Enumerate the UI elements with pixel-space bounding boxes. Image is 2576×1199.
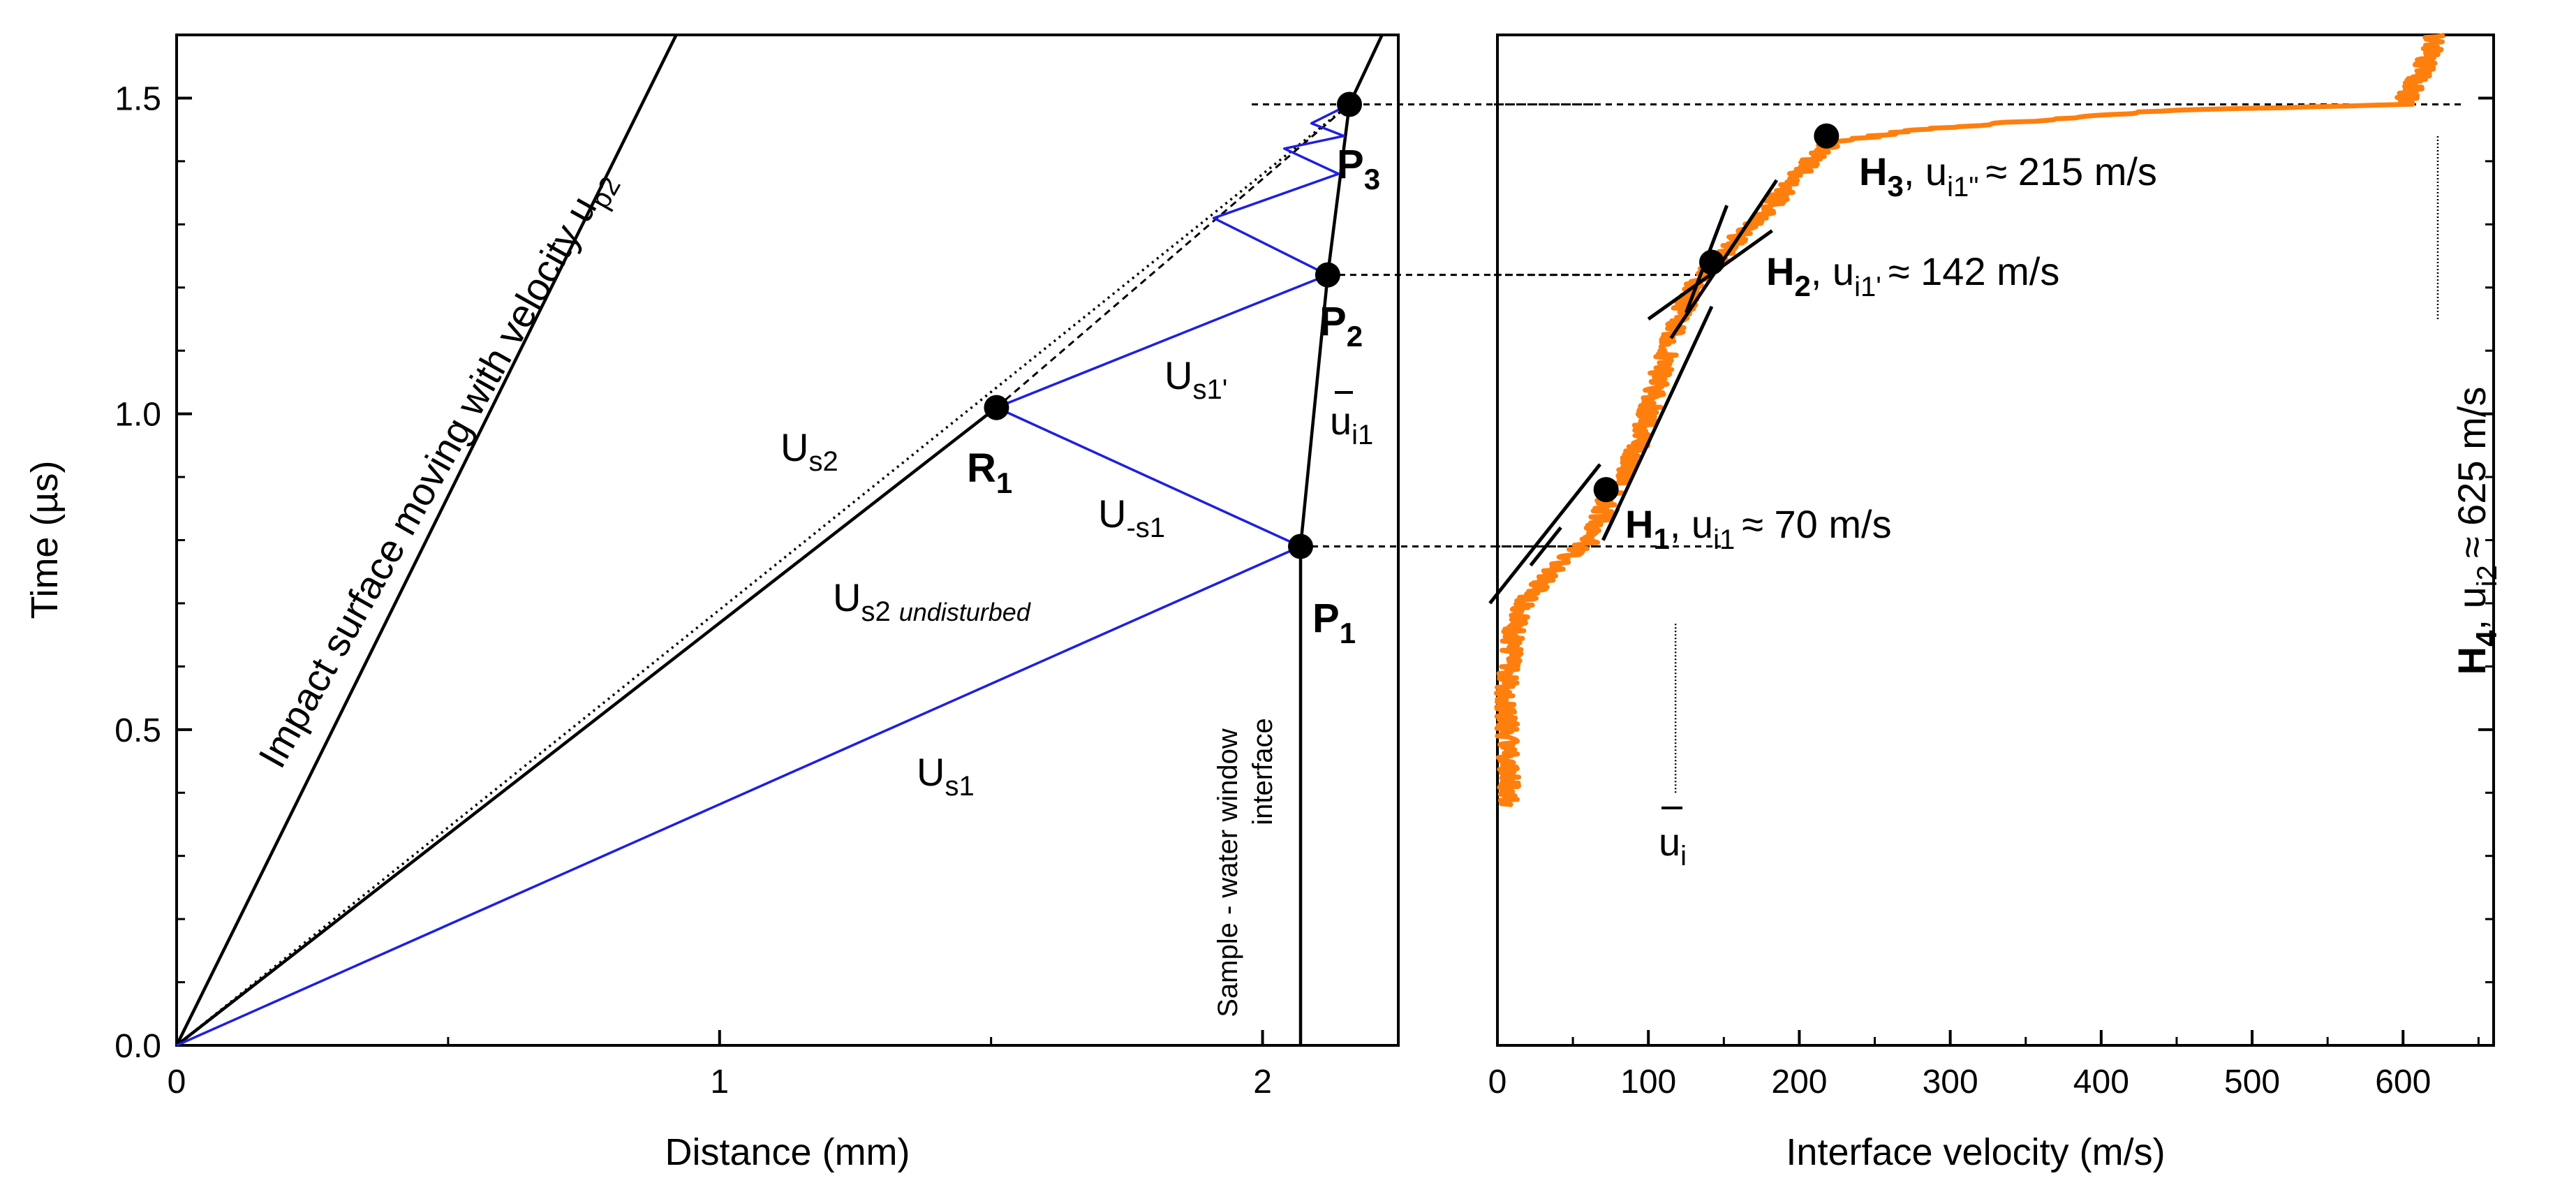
marker-h1 [1593, 477, 1619, 503]
series-line [175, 34, 678, 1046]
us1-label: Us1 [917, 750, 975, 802]
left-y-axis-title: Time (µs) [24, 460, 66, 619]
series-line [995, 274, 1328, 409]
us2-undisturbed-label: Us2 undisturbed [833, 575, 1031, 627]
right-x-tick-label: 100 [1620, 1064, 1676, 1101]
mean-ui-text: ui [1659, 820, 1687, 871]
tangent-fit-line [1488, 463, 1601, 605]
left-y-tick-label: 0.5 [114, 712, 161, 749]
right-x-tick-label: 500 [2224, 1064, 2280, 1101]
right-x-tick-label: 400 [2073, 1064, 2129, 1101]
left-plot-points [984, 91, 1362, 559]
series-line [995, 406, 1301, 548]
distance-time-panel: 0 1 20.00.51.01.5 Distance (mm) Time (µs) … [24, 34, 1599, 1173]
right-plot-series [1488, 32, 2464, 808]
mean-ui1-label: ui1 [1330, 391, 1373, 450]
left-x-tick-label: 2 [1253, 1064, 1272, 1101]
marker-h3 [1814, 123, 1840, 149]
marker-h2 [1699, 249, 1725, 275]
right-plot-points [1593, 123, 1840, 503]
u-minus-s1-label: U-s1 [1098, 492, 1165, 543]
series-line [995, 103, 1350, 409]
marker-r1 [984, 395, 1009, 420]
h3-label: H3, ui1" ≈ 215 m/s [1859, 149, 2157, 203]
us1-prime-label: Us1' [1164, 353, 1227, 405]
marker-p3 [1337, 91, 1362, 117]
left-plot-series [175, 34, 1599, 1047]
impact-surface-label: Impact surface moving with velocity up2 [250, 161, 627, 779]
interface-label-line1: Sample - water window [1213, 728, 1243, 1017]
marker-p1 [1288, 534, 1313, 559]
right-x-tick-label: 300 [1923, 1064, 1978, 1101]
left-x-axis-title: Distance (mm) [665, 1131, 910, 1173]
left-y-tick-label: 1.5 [114, 80, 161, 117]
left-y-tick-label: 0.0 [114, 1028, 161, 1065]
h1-label: H1, ui1 ≈ 70 m/s [1625, 502, 1892, 555]
interface-velocity-trace [1494, 32, 2446, 808]
h2-label: H2, ui1' ≈ 142 m/s [1766, 249, 2059, 302]
tangent-fit-line [1601, 305, 1714, 541]
marker-p2 [1315, 262, 1340, 288]
p1-label: P1 [1312, 596, 1356, 649]
left-x-tick-label: 1 [710, 1064, 729, 1101]
right-x-tick-label: 600 [2375, 1064, 2431, 1101]
series-line [175, 406, 998, 1047]
p2-label: P2 [1319, 299, 1363, 353]
mean-ui-label: ui [1659, 807, 1687, 871]
series-line [1212, 103, 1350, 277]
left-axis-ticks: 0 1 2 0.0 0.5 1.0 1.5 [114, 80, 1272, 1101]
right-x-tick-label: 0 [1488, 1064, 1507, 1101]
p3-label: P3 [1337, 142, 1380, 196]
right-x-tick-label: 200 [1771, 1064, 1827, 1101]
right-axis-ticks: 0 100 200 300 400 500 600 [1488, 96, 2494, 1101]
interface-velocity-panel: 0 100 200 300 400 500 600 Interface velocity (… [1488, 32, 2503, 1173]
right-x-axis-title: Interface velocity (m/s) [1786, 1131, 2165, 1173]
tangent-fit-line [1647, 229, 1773, 321]
interface-label-line2: interface [1248, 718, 1278, 825]
tangent-fit-line [1529, 526, 1562, 567]
us2-label: Us2 [780, 425, 838, 477]
series-line [176, 545, 1301, 1047]
left-y-tick-label: 1.0 [114, 397, 161, 434]
mean-ui1-text: ui1 [1330, 399, 1373, 450]
r1-label: R1 [967, 446, 1012, 499]
left-x-tick-label: 0 [168, 1064, 186, 1101]
h4-label: H4, ui2≈ 625 m/s [2450, 387, 2503, 675]
